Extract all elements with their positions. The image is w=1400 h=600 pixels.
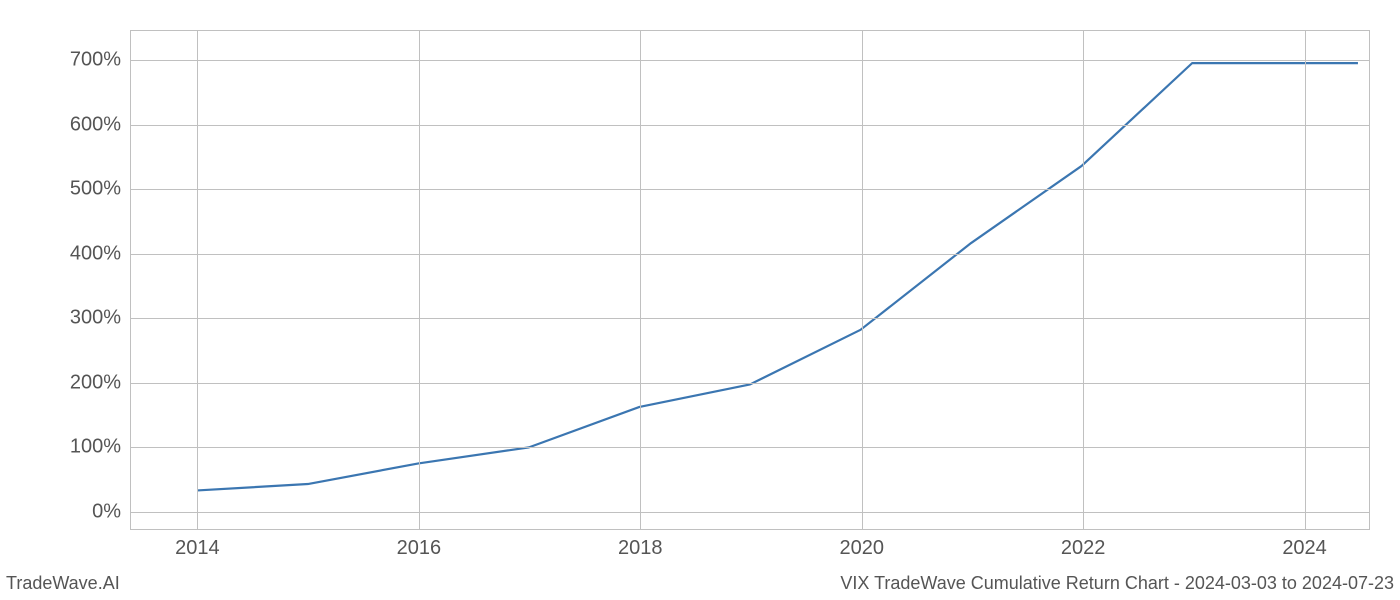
grid-line-horizontal [131,254,1369,255]
y-tick-label: 0% [92,500,131,523]
grid-line-horizontal [131,318,1369,319]
grid-line-horizontal [131,189,1369,190]
x-tick-label: 2016 [397,529,442,560]
grid-line-vertical [197,31,198,529]
y-tick-label: 600% [70,113,131,136]
x-tick-label: 2014 [175,529,220,560]
grid-line-vertical [862,31,863,529]
series-line-cumulative-return [197,63,1358,490]
y-tick-label: 700% [70,49,131,72]
grid-line-vertical [1305,31,1306,529]
grid-line-horizontal [131,60,1369,61]
y-tick-label: 200% [70,371,131,394]
grid-line-horizontal [131,512,1369,513]
grid-line-vertical [419,31,420,529]
y-tick-label: 400% [70,242,131,265]
chart-container: 2014 2016 2018 2020 2022 2024 0% 100% 200% 300% 40… [0,0,1400,600]
x-tick-label: 2022 [1061,529,1106,560]
grid-line-vertical [640,31,641,529]
plot-area: 2014201620182020202220240%100%200%300%40… [130,30,1370,530]
footer-right-text: VIX TradeWave Cumulative Return Chart - … [840,573,1394,594]
x-tick-label: 2024 [1282,529,1327,560]
footer-left-text: TradeWave.AI [6,573,120,594]
x-tick-label: 2020 [839,529,884,560]
grid-line-horizontal [131,447,1369,448]
x-tick-label: 2018 [618,529,663,560]
grid-line-vertical [1083,31,1084,529]
y-tick-label: 500% [70,178,131,201]
line-layer [131,31,1369,529]
grid-line-horizontal [131,383,1369,384]
y-tick-label: 300% [70,307,131,330]
grid-line-horizontal [131,125,1369,126]
y-tick-label: 100% [70,436,131,459]
